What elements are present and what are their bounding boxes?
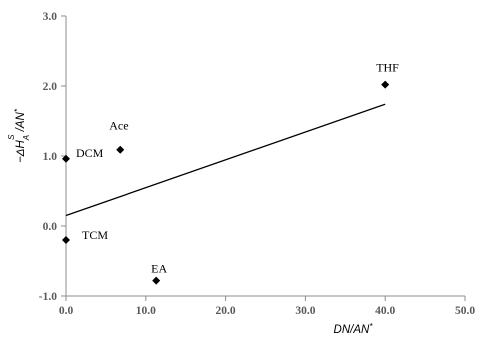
x-tick-label: 40.0 bbox=[375, 305, 395, 317]
data-point-label: TCM bbox=[82, 228, 108, 242]
y-tick-label: 1.0 bbox=[43, 151, 58, 163]
trendline bbox=[65, 103, 386, 217]
data-point-marker bbox=[152, 276, 161, 285]
data-point-marker bbox=[62, 236, 70, 244]
x-axis-title: DN/AN* bbox=[334, 322, 374, 337]
data-point-label: DCM bbox=[76, 146, 104, 160]
x-tick-label: 30.0 bbox=[295, 305, 315, 317]
data-point-label: THF bbox=[376, 61, 399, 75]
data-points: DCM Ace THF TCM EA bbox=[62, 61, 399, 285]
x-tick-label: 20.0 bbox=[216, 305, 236, 317]
axes bbox=[61, 15, 466, 301]
tick-labels: -1.00.01.02.03.00.0 10.0 20.0 30.0 40.0 50.0 bbox=[39, 11, 476, 317]
data-point-marker bbox=[116, 145, 125, 154]
y-axis-title: −ΔHAS /AN* bbox=[7, 108, 31, 163]
x-tick-label: 0.0 bbox=[59, 305, 74, 317]
data-point-label: EA bbox=[151, 262, 167, 276]
trendline-group bbox=[65, 103, 386, 217]
y-tick-label: 2.0 bbox=[43, 81, 58, 93]
y-tick-label: -1.0 bbox=[39, 291, 57, 303]
x-tick-label: 50.0 bbox=[455, 305, 475, 317]
data-point-label: Ace bbox=[109, 119, 128, 133]
y-tick-label: 0.0 bbox=[43, 221, 58, 233]
data-point-marker bbox=[381, 80, 390, 89]
x-tick-label: 10.0 bbox=[136, 305, 156, 317]
data-point-marker bbox=[62, 154, 70, 163]
y-tick-label: 3.0 bbox=[43, 11, 58, 23]
